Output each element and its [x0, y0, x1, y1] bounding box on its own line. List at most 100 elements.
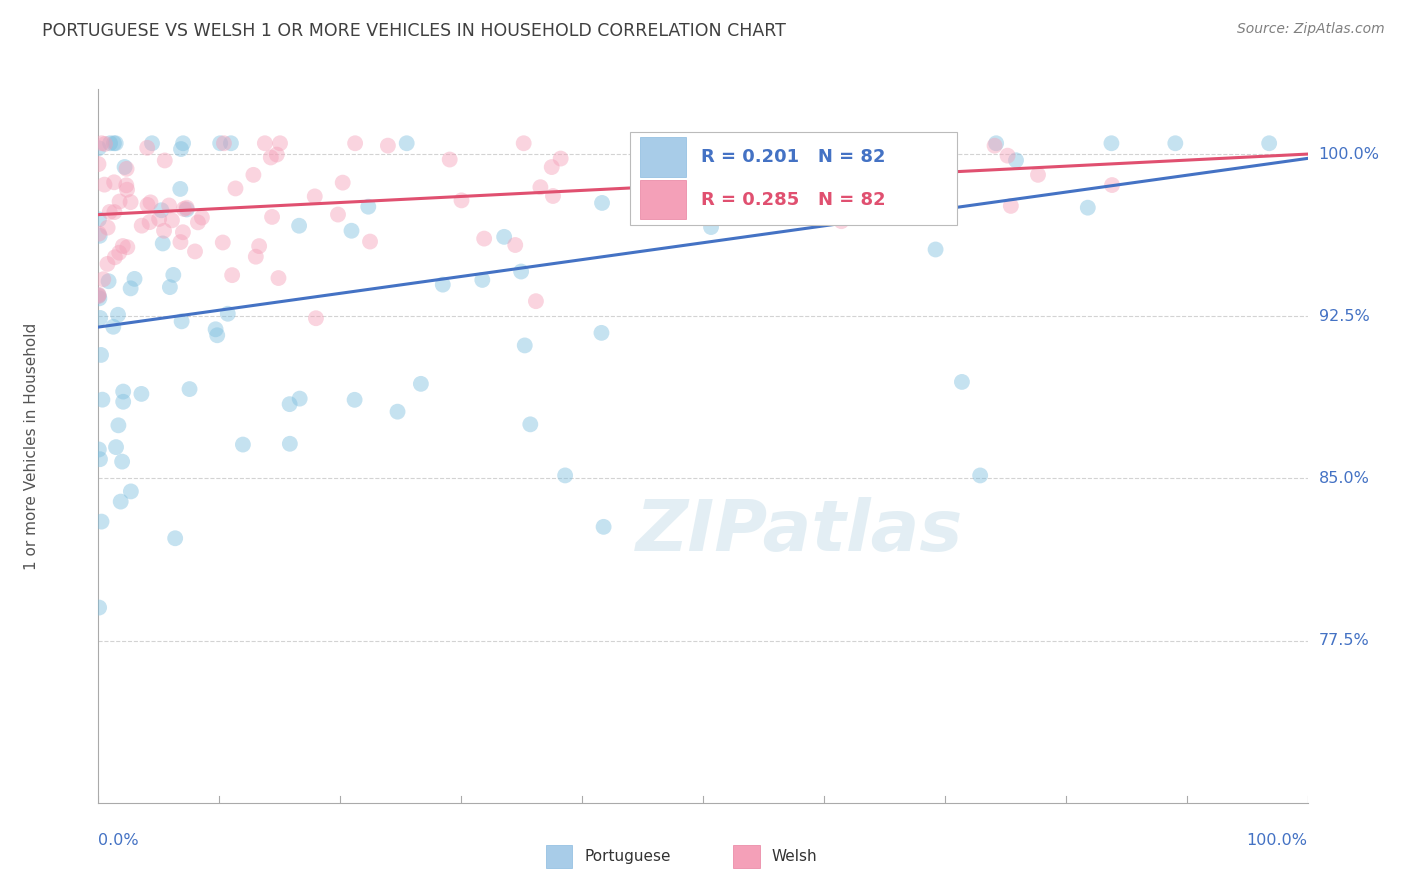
Point [107, 308, 129, 322]
Point [510, 264, 533, 278]
Point [591, 196, 613, 211]
Text: 85.0%: 85.0% [1319, 471, 1369, 486]
Point [90, 515, 112, 529]
Point [107, 418, 129, 433]
Point [1099, 136, 1122, 151]
Text: 1 or more Vehicles in Household: 1 or more Vehicles in Household [24, 322, 39, 570]
Text: 77.5%: 77.5% [1319, 633, 1369, 648]
Point [679, 193, 702, 207]
Point [524, 294, 547, 309]
Point [686, 136, 709, 151]
Point [288, 219, 311, 233]
Point [179, 382, 201, 396]
FancyBboxPatch shape [640, 137, 686, 177]
Point [187, 215, 209, 229]
Point [221, 268, 243, 282]
Point [120, 195, 142, 210]
Point [90, 348, 112, 362]
Point [98, 205, 121, 219]
FancyBboxPatch shape [640, 180, 686, 219]
Point [591, 326, 613, 340]
Point [592, 520, 614, 534]
Point [242, 168, 264, 182]
Point [924, 243, 946, 257]
Point [138, 215, 160, 229]
Point [439, 153, 461, 167]
Point [681, 171, 703, 186]
Point [332, 176, 354, 190]
Point [159, 280, 181, 294]
Point [169, 182, 191, 196]
Point [103, 136, 125, 151]
Point [97, 274, 120, 288]
Point [112, 384, 135, 399]
Text: R = 0.285   N = 82: R = 0.285 N = 82 [700, 191, 886, 209]
Point [87, 442, 110, 457]
Point [219, 136, 242, 151]
Point [648, 139, 671, 153]
Point [494, 230, 516, 244]
Point [211, 235, 233, 250]
Point [267, 271, 290, 285]
Point [87, 287, 110, 301]
Point [103, 319, 125, 334]
Text: 0.0%: 0.0% [98, 833, 139, 848]
Point [115, 183, 138, 197]
Point [387, 405, 409, 419]
Point [780, 136, 803, 151]
Point [554, 468, 576, 483]
Point [232, 437, 254, 451]
Point [170, 142, 193, 156]
Text: R = 0.201   N = 82: R = 0.201 N = 82 [700, 148, 886, 166]
Point [136, 141, 159, 155]
Point [513, 338, 536, 352]
Point [395, 136, 418, 151]
Point [105, 440, 128, 454]
Point [1026, 168, 1049, 182]
Text: PORTUGUESE VS WELSH 1 OR MORE VEHICLES IN HOUSEHOLD CORRELATION CHART: PORTUGUESE VS WELSH 1 OR MORE VEHICLES I… [42, 22, 786, 40]
Point [103, 205, 125, 219]
Point [176, 202, 198, 217]
Point [170, 314, 193, 328]
Point [89, 291, 111, 305]
Point [108, 245, 131, 260]
Point [89, 228, 111, 243]
Point [969, 468, 991, 483]
Point [472, 231, 495, 245]
Point [169, 235, 191, 249]
Point [148, 211, 170, 226]
Point [97, 220, 120, 235]
Point [184, 244, 207, 259]
Point [153, 153, 176, 168]
Point [983, 138, 1005, 153]
Point [253, 136, 276, 151]
Point [117, 240, 139, 254]
Point [326, 208, 349, 222]
Point [540, 160, 562, 174]
Point [519, 417, 541, 432]
Point [304, 189, 326, 203]
Point [89, 310, 111, 325]
Point [503, 238, 526, 252]
Text: Portuguese: Portuguese [585, 849, 671, 863]
Point [191, 211, 214, 225]
Point [409, 376, 432, 391]
Text: 92.5%: 92.5% [1319, 309, 1369, 324]
Point [160, 213, 183, 227]
Point [93, 178, 115, 192]
Point [471, 273, 494, 287]
Point [150, 203, 173, 218]
Point [87, 141, 110, 155]
Point [90, 136, 112, 151]
Point [247, 239, 270, 253]
Point [1164, 136, 1187, 151]
Point [94, 136, 117, 151]
Point [111, 239, 134, 253]
Point [262, 210, 284, 224]
FancyBboxPatch shape [546, 845, 572, 868]
Point [87, 157, 110, 171]
Point [115, 161, 138, 176]
Point [343, 392, 366, 407]
Point [87, 288, 110, 302]
Point [209, 136, 232, 151]
